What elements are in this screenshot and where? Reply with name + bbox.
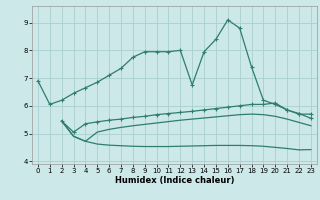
X-axis label: Humidex (Indice chaleur): Humidex (Indice chaleur) bbox=[115, 176, 234, 185]
